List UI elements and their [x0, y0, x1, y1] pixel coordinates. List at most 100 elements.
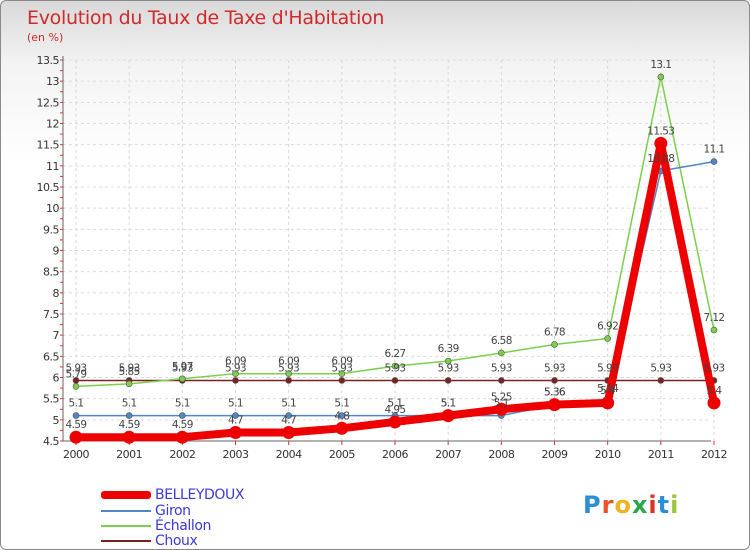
data-point	[72, 383, 80, 390]
data-label: 10.88	[647, 153, 674, 165]
logo-letter: i	[648, 491, 658, 519]
data-point	[179, 412, 186, 419]
y-tick-label: 6	[53, 372, 60, 385]
data-label: 6.09	[225, 356, 246, 368]
data-label: 5.85	[119, 366, 140, 378]
data-label: 4.59	[172, 419, 193, 431]
data-label: 5.44	[597, 383, 619, 395]
y-tick-label: 10	[46, 202, 59, 215]
data-point	[601, 396, 615, 410]
data-label: 5.4	[707, 385, 723, 397]
logo-letter: x	[631, 491, 649, 519]
data-label: 4.7	[281, 415, 296, 427]
data-label: 5.93	[66, 362, 87, 374]
data-label: 5.1	[122, 398, 137, 410]
data-label: 4.7	[228, 415, 243, 427]
data-point	[657, 377, 665, 384]
data-label: 5.93	[438, 362, 459, 374]
x-tick-label: 2009	[542, 448, 568, 461]
data-point	[710, 158, 718, 165]
data-point	[338, 370, 346, 377]
x-tick-label: 2002	[169, 448, 195, 461]
data-point	[232, 370, 239, 377]
logo-letter: o	[614, 491, 632, 519]
logo-letter: i	[670, 491, 680, 519]
data-label: 5.1	[334, 398, 349, 410]
chart-title: Evolution du Taux de Taxe d'Habitation	[27, 7, 385, 29]
data-label: 5.36	[544, 387, 566, 399]
data-point	[232, 412, 239, 419]
data-label: 5.1	[388, 398, 403, 410]
data-point	[654, 136, 668, 150]
x-tick-label: 2003	[223, 448, 249, 461]
data-point	[710, 326, 718, 334]
legend-swatch	[101, 509, 151, 512]
data-point	[444, 357, 452, 365]
data-point	[391, 377, 399, 384]
x-tick-label: 2012	[701, 448, 727, 461]
legend-label: Échallon	[155, 517, 212, 534]
y-tick-label: 12.5	[37, 96, 60, 109]
data-point	[282, 426, 296, 440]
legend-item-choux: Choux	[101, 532, 198, 549]
data-label: 5.36	[544, 387, 566, 399]
data-point	[441, 409, 455, 423]
data-point	[179, 375, 186, 383]
data-label: 5.93	[119, 362, 140, 374]
legend-label: Giron	[155, 502, 191, 519]
data-label: 5.97	[172, 361, 193, 373]
data-point	[122, 430, 136, 444]
y-tick-label: 9.5	[43, 223, 59, 236]
data-point	[657, 73, 665, 81]
x-tick-label: 2008	[488, 448, 514, 461]
data-point	[494, 402, 508, 416]
data-label: 5.93	[172, 362, 193, 374]
data-point	[285, 412, 292, 419]
data-label: 6.58	[491, 335, 512, 347]
data-label: 5.93	[385, 362, 406, 374]
data-point	[72, 412, 80, 419]
data-point	[285, 377, 292, 384]
data-point	[604, 335, 611, 342]
legend-swatch	[101, 490, 151, 499]
data-label: 5.1	[228, 398, 243, 410]
proxiti-logo: Proxiti	[583, 491, 679, 519]
data-point	[125, 380, 133, 388]
data-label: 5.1	[494, 398, 509, 410]
data-label: 4.59	[119, 419, 140, 431]
legend-item-giron: Giron	[101, 502, 191, 519]
data-point	[335, 421, 349, 435]
data-label: 6.09	[331, 356, 352, 368]
data-label: 7.12	[704, 312, 725, 324]
data-point	[707, 396, 721, 410]
data-label: 5.79	[66, 368, 87, 380]
data-label: 6.78	[544, 326, 565, 338]
data-label: 4.95	[385, 404, 406, 416]
data-label: 5.93	[225, 362, 246, 374]
data-label: 5.93	[331, 362, 352, 374]
data-label: 5.93	[491, 362, 512, 374]
y-tick-label: 7	[53, 329, 60, 342]
x-tick-label: 2007	[435, 448, 461, 461]
data-point	[285, 370, 292, 377]
data-label: 5.1	[69, 398, 84, 410]
data-point	[548, 398, 561, 412]
data-label: 5.93	[704, 362, 725, 374]
data-label: 4.59	[66, 419, 87, 431]
y-tick-label: 5	[53, 414, 60, 427]
legend-item-belleydoux: BELLEYDOUX	[101, 487, 244, 503]
y-tick-label: 13	[46, 75, 59, 88]
data-label: 5.93	[650, 362, 671, 374]
data-label: 5.1	[281, 398, 296, 410]
data-point	[551, 377, 558, 384]
legend-label: Choux	[155, 532, 198, 549]
data-label: 5.25	[491, 391, 512, 403]
x-tick-label: 2004	[276, 448, 302, 461]
y-tick-label: 4.5	[43, 435, 59, 448]
data-label: 5.1	[441, 398, 456, 410]
data-label: 5.93	[278, 362, 299, 374]
data-label: 6.27	[385, 348, 406, 360]
y-tick-label: 9	[53, 245, 60, 258]
